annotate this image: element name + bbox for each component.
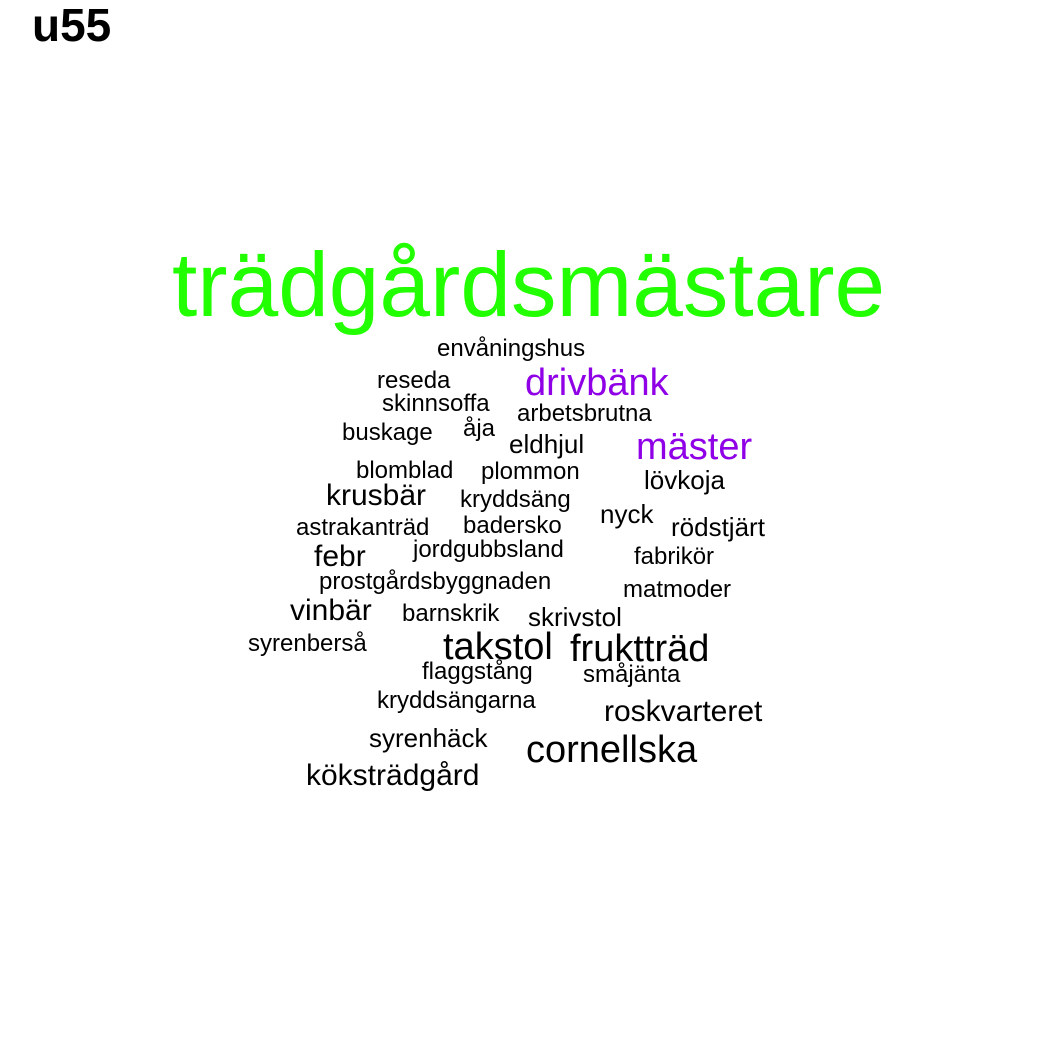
word-buskage: buskage [342, 421, 433, 445]
word-tradgardsmastare: trädgårdsmästare [172, 240, 885, 331]
word-smajanta: småjänta [583, 663, 680, 687]
word-fabrikor: fabrikör [634, 545, 714, 569]
word-jordgubbsland: jordgubbsland [413, 538, 564, 562]
word-arbetsbrutna: arbetsbrutna [517, 402, 652, 426]
word-lovkoja: lövkoja [644, 467, 725, 493]
word-syrenbersa: syrenberså [248, 632, 367, 656]
word-badersko: badersko [463, 514, 562, 538]
word-eldhjul: eldhjul [509, 431, 584, 457]
word-master: mäster [636, 428, 752, 466]
word-kokstradgard: köksträdgård [306, 761, 479, 791]
word-kryddsangarna: kryddsängarna [377, 689, 536, 713]
word-cornellska: cornellska [526, 731, 697, 769]
word-skinnsoffa: skinnsoffa [382, 392, 490, 416]
word-envaningshus: envåningshus [437, 337, 585, 361]
word-roskvarteret: roskvarteret [604, 697, 762, 727]
word-flaggstang: flaggstång [422, 660, 533, 684]
word-rodstjart: rödstjärt [671, 514, 765, 540]
word-plommon: plommon [481, 460, 580, 484]
word-nyck: nyck [600, 501, 653, 527]
word-matmoder: matmoder [623, 578, 731, 602]
word-drivbank: drivbänk [525, 364, 669, 402]
word-barnskrik: barnskrik [402, 602, 499, 626]
word-aja: åja [463, 417, 495, 441]
word-syrenhack: syrenhäck [369, 725, 488, 751]
word-astrakantrad: astrakanträd [296, 516, 429, 540]
word-krusbar: krusbär [326, 481, 426, 511]
word-prostgardsbyggnaden: prostgårdsbyggnaden [319, 570, 551, 594]
word-kryddsang: kryddsäng [460, 488, 571, 512]
word-vinbar: vinbär [290, 596, 372, 626]
